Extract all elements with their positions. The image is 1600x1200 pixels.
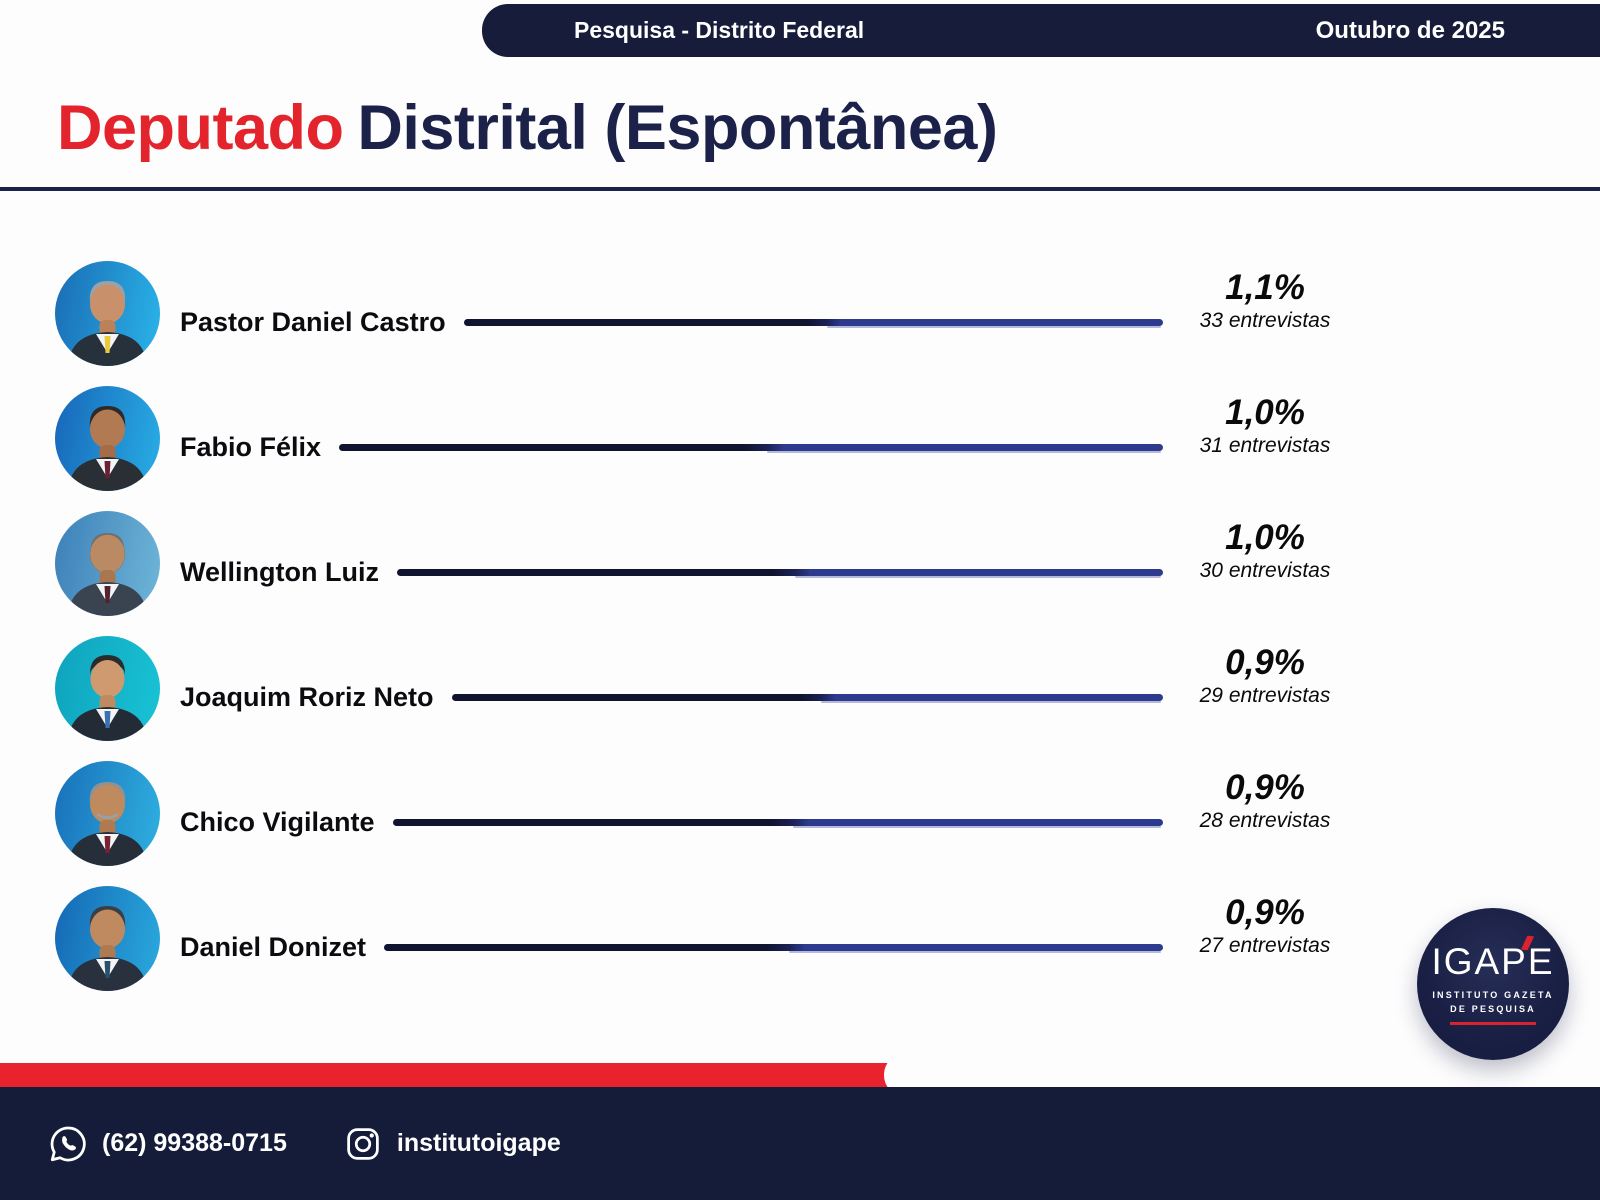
whatsapp-icon <box>48 1124 88 1164</box>
person-silhouette-icon <box>68 280 147 366</box>
candidate-name: Daniel Donizet <box>180 931 367 962</box>
candidate-name: Pastor Daniel Castro <box>180 306 446 337</box>
red-stripe <box>0 1063 908 1087</box>
interviews-count: 30 entrevistas <box>1199 558 1331 582</box>
page-title: Deputado Distrital (Espontânea) <box>57 92 998 164</box>
candidate-name: Chico Vigilante <box>180 806 375 837</box>
candidate-row: Chico Vigilante 0,9% 28 entrevistas <box>55 758 1345 868</box>
candidate-photo <box>55 885 160 991</box>
person-silhouette-icon <box>68 405 147 491</box>
logo-red-underline <box>1450 1022 1536 1026</box>
result-stats: 0,9% 29 entrevistas <box>1185 643 1345 707</box>
interviews-count: 29 entrevistas <box>1199 683 1331 707</box>
interviews-count: 31 entrevistas <box>1199 433 1331 457</box>
igape-logo-name: IGAPE <box>1431 935 1554 980</box>
page-title-highlight: Deputado <box>57 93 344 163</box>
result-stats: 1,0% 30 entrevistas <box>1185 518 1345 582</box>
whatsapp-contact: (62) 99388-0715 <box>48 1124 287 1164</box>
candidate-photo <box>55 385 160 491</box>
person-silhouette-icon <box>68 654 147 741</box>
percent-value: 1,0% <box>1225 518 1305 558</box>
instagram-icon <box>343 1124 383 1164</box>
percent-value: 0,9% <box>1225 893 1305 933</box>
interviews-count: 33 entrevistas <box>1199 308 1331 332</box>
candidate-photo <box>55 635 160 741</box>
logo-red-accent <box>1520 935 1534 950</box>
igape-logo: IGAPE INSTITUTO GAZETA DE PESQUISA <box>1417 908 1569 1060</box>
candidate-photo <box>55 760 160 866</box>
candidate-name: Wellington Luiz <box>180 556 379 587</box>
result-bar <box>463 318 1163 328</box>
result-stats: 1,0% 31 entrevistas <box>1185 393 1345 457</box>
result-bar <box>451 693 1163 703</box>
title-divider <box>0 187 1600 191</box>
candidate-row: Pastor Daniel Castro 1,1% 33 entrevistas <box>55 258 1345 368</box>
survey-date-label: Outubro de 2025 <box>1315 16 1505 44</box>
candidate-name: Fabio Félix <box>180 431 322 462</box>
candidate-row: Joaquim Roriz Neto 0,9% 29 entrevistas <box>55 633 1345 743</box>
igape-logo-subtitle-line1: INSTITUTO GAZETA <box>1432 989 1554 1000</box>
footer-bar: (62) 99388-0715 institutoigape <box>0 1087 1600 1200</box>
candidate-photo <box>55 260 160 366</box>
candidate-photo <box>55 510 160 616</box>
igape-logo-subtitle: INSTITUTO GAZETA DE PESQUISA <box>1432 988 1553 1017</box>
result-bar <box>384 943 1163 953</box>
percent-value: 0,9% <box>1225 768 1305 808</box>
page-title-rest: Distrital (Espontânea) <box>357 93 998 163</box>
candidate-list: Pastor Daniel Castro 1,1% 33 entrevistas… <box>55 0 1345 1000</box>
person-silhouette-icon <box>68 905 147 991</box>
interviews-count: 27 entrevistas <box>1199 933 1331 957</box>
result-bar <box>396 568 1163 578</box>
candidate-row: Daniel Donizet 0,9% 27 entrevistas <box>55 883 1345 993</box>
candidate-name: Joaquim Roriz Neto <box>180 681 434 712</box>
interviews-count: 28 entrevistas <box>1199 808 1331 832</box>
instagram-handle: institutoigape <box>396 1129 561 1157</box>
survey-region-label: Pesquisa - Distrito Federal <box>574 17 865 43</box>
result-stats: 0,9% 28 entrevistas <box>1185 768 1345 832</box>
person-silhouette-icon <box>68 532 147 616</box>
result-bar <box>392 818 1163 828</box>
phone-number: (62) 99388-0715 <box>102 1129 287 1157</box>
candidate-row: Wellington Luiz 1,0% 30 entrevistas <box>55 508 1345 618</box>
instagram-contact: institutoigape <box>343 1124 561 1164</box>
result-stats: 0,9% 27 entrevistas <box>1185 893 1345 957</box>
percent-value: 1,1% <box>1225 268 1305 308</box>
person-silhouette-icon <box>68 781 147 866</box>
percent-value: 0,9% <box>1225 643 1305 683</box>
top-bar: Pesquisa - Distrito Federal Outubro de 2… <box>482 4 1600 57</box>
percent-value: 1,0% <box>1225 393 1305 433</box>
result-bar <box>339 443 1163 453</box>
candidate-row: Fabio Félix 1,0% 31 entrevistas <box>55 383 1345 493</box>
igape-logo-subtitle-line2: DE PESQUISA <box>1450 1004 1536 1014</box>
result-stats: 1,1% 33 entrevistas <box>1185 268 1345 332</box>
